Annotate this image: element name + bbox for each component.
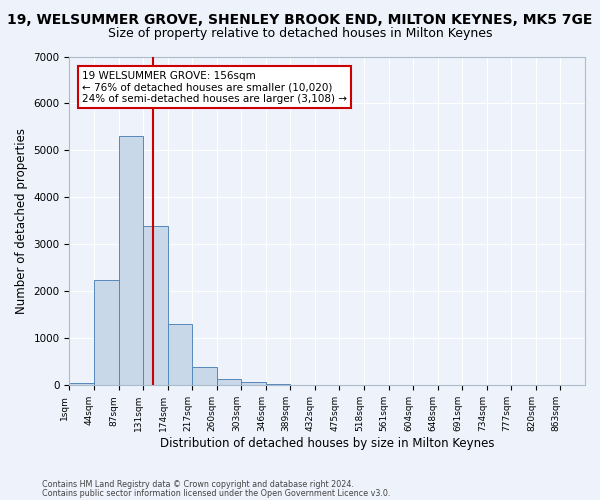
Text: Size of property relative to detached houses in Milton Keynes: Size of property relative to detached ho…	[108, 28, 492, 40]
Y-axis label: Number of detached properties: Number of detached properties	[15, 128, 28, 314]
Bar	[94, 280, 119, 386]
Bar	[70, 383, 94, 386]
Bar	[143, 226, 167, 386]
Bar	[266, 384, 290, 386]
Text: 19, WELSUMMER GROVE, SHENLEY BROOK END, MILTON KEYNES, MK5 7GE: 19, WELSUMMER GROVE, SHENLEY BROOK END, …	[7, 12, 593, 26]
Bar	[192, 366, 217, 386]
Bar	[167, 324, 192, 386]
Bar	[119, 136, 143, 386]
Bar	[217, 379, 241, 386]
Bar	[241, 382, 266, 386]
Text: Contains HM Land Registry data © Crown copyright and database right 2024.: Contains HM Land Registry data © Crown c…	[42, 480, 354, 489]
Text: 19 WELSUMMER GROVE: 156sqm
← 76% of detached houses are smaller (10,020)
24% of : 19 WELSUMMER GROVE: 156sqm ← 76% of deta…	[82, 70, 347, 104]
Text: Contains public sector information licensed under the Open Government Licence v3: Contains public sector information licen…	[42, 488, 391, 498]
X-axis label: Distribution of detached houses by size in Milton Keynes: Distribution of detached houses by size …	[160, 437, 494, 450]
